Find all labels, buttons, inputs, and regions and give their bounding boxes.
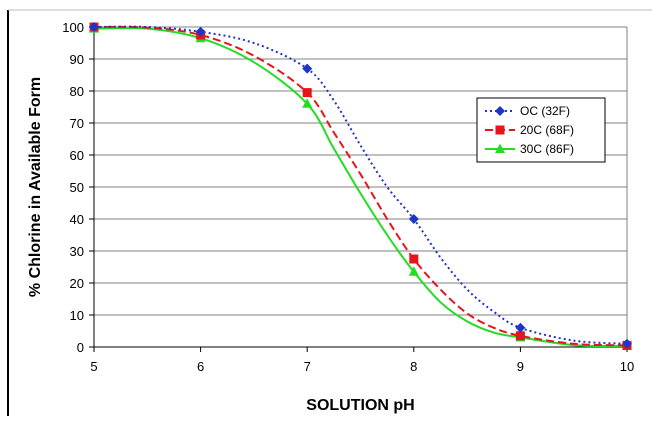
legend: OC (32F) 20C (68F) 30C (86F) (476, 97, 606, 163)
x-tick-label-10: 10 (620, 359, 634, 374)
series-0-point-1 (195, 26, 206, 37)
series-2-point-2 (302, 98, 313, 108)
series-2-point-3 (408, 266, 419, 276)
axes (7, 9, 652, 416)
series-0-point-5 (622, 338, 632, 349)
series-0-point-4 (515, 322, 526, 333)
series-line-1 (93, 25, 628, 347)
series-line-0 (93, 25, 628, 345)
y-tick-label-30: 30 (70, 244, 84, 259)
legend-marker-2 (495, 143, 505, 153)
x-tick-label-5: 5 (90, 359, 97, 374)
x-tick-label-8: 8 (410, 359, 417, 374)
y-tick-label-50: 50 (70, 180, 84, 195)
series-0-point-2 (302, 63, 313, 74)
y-tick-label-10: 10 (70, 308, 84, 323)
series-1-point-2 (302, 88, 312, 98)
y-tick-labels: 0 10 20 30 40 50 60 70 80 90 100 (62, 20, 84, 355)
series-1-point-4 (515, 331, 525, 341)
y-tick-label-20: 20 (70, 276, 84, 291)
x-tick-labels: 5 6 7 8 9 10 (90, 359, 634, 374)
series-lines (93, 25, 628, 348)
x-tick-label-9: 9 (517, 359, 524, 374)
legend-label-0: OC (32F) (520, 104, 570, 118)
series-line-2 (93, 26, 628, 348)
y-tick-label-40: 40 (70, 212, 84, 227)
legend-label-1: 20C (68F) (520, 123, 574, 137)
y-axis-title: % Chlorine in Available Form (27, 77, 44, 297)
y-tick-label-60: 60 (70, 148, 84, 163)
series-markers (89, 22, 632, 351)
y-tick-label-100: 100 (62, 20, 84, 35)
grid-lines (94, 26, 628, 348)
legend-label-2: 30C (86F) (520, 142, 574, 156)
series-1-point-3 (409, 254, 419, 264)
y-tick-label-70: 70 (70, 116, 84, 131)
series-0-point-3 (408, 214, 419, 224)
y-tick-label-80: 80 (70, 84, 84, 99)
legend-marker-0 (495, 106, 505, 116)
y-tick-label-0: 0 (77, 340, 84, 355)
series-0-point-0 (89, 22, 99, 32)
x-tick-label-7: 7 (304, 359, 311, 374)
y-tick-label-90: 90 (70, 52, 84, 67)
x-tick-label-6: 6 (197, 359, 204, 374)
legend-marker-1 (495, 125, 505, 135)
x-axis-title: SOLUTION pH (306, 397, 414, 414)
